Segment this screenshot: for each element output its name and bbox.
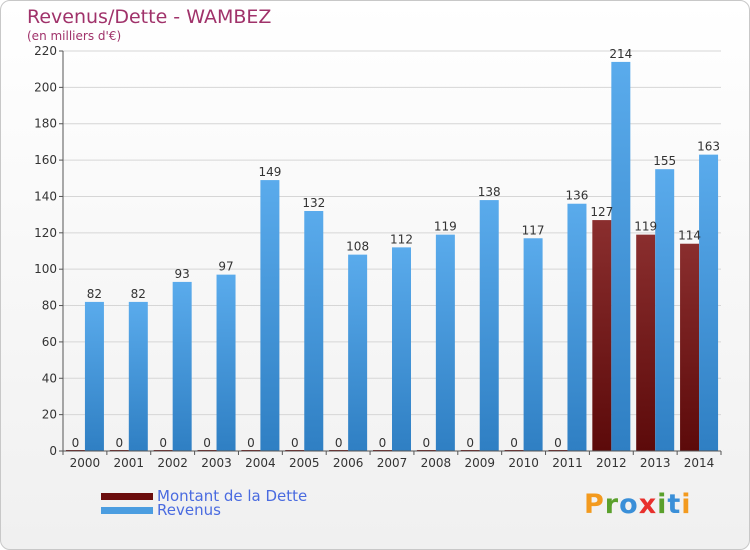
data-label-revenus: 117 [522,223,545,237]
data-label-revenus: 136 [566,189,589,203]
bar-revenus [699,154,719,452]
y-tick-label: 100 [34,262,57,276]
chart-title: Revenus/Dette - WAMBEZ [27,6,272,28]
data-label-revenus: 163 [697,140,720,154]
bar-revenus [435,234,455,451]
data-label-revenus: 155 [653,154,676,168]
x-tick-label: 2005 [289,456,320,470]
data-label-dette: 0 [423,436,431,450]
data-label-dette: 114 [678,229,701,243]
data-label-revenus: 132 [302,196,325,210]
x-tick-label: 2000 [70,456,101,470]
chart-subtitle: (en milliers d'€) [27,29,122,43]
bar-revenus [172,281,192,451]
data-label-dette: 0 [554,436,562,450]
data-label-revenus: 119 [434,220,457,234]
y-tick-label: 200 [34,80,57,94]
x-tick-label: 2004 [245,456,276,470]
legend-label-revenus: Revenus [157,501,221,519]
data-label-dette: 119 [634,220,657,234]
data-label-dette: 0 [291,436,299,450]
x-tick-label: 2007 [377,456,408,470]
bar-revenus [655,169,675,451]
bar-revenus [348,254,368,451]
data-label-revenus: 82 [131,287,146,301]
x-tick-label: 2014 [684,456,715,470]
x-tick-label: 2013 [640,456,671,470]
data-label-dette: 127 [590,205,613,219]
data-label-dette: 0 [379,436,387,450]
bar-revenus [523,238,543,451]
x-tick-label: 2008 [421,456,452,470]
y-tick-label: 60 [42,335,57,349]
data-label-dette: 0 [247,436,255,450]
data-label-revenus: 93 [175,267,190,281]
data-label-dette: 0 [510,436,518,450]
x-tick-label: 2011 [552,456,583,470]
bar-revenus [611,61,631,452]
data-label-dette: 0 [159,436,167,450]
legend-label-dette: Montant de la Dette [157,487,308,505]
data-label-dette: 0 [335,436,343,450]
data-label-revenus: 108 [346,240,369,254]
bar-revenus [84,301,104,451]
x-tick-label: 2009 [464,456,495,470]
logo-letter: x [638,489,658,520]
legend-swatch-dette [101,492,153,500]
bar-dette [636,234,656,451]
bar-revenus [304,211,324,451]
y-tick-label: 220 [34,44,57,58]
y-tick-label: 160 [34,153,57,167]
bar-revenus [260,180,280,451]
data-label-revenus: 214 [609,47,632,61]
bar-dette [680,243,700,451]
y-tick-label: 40 [42,371,57,385]
logo-letter: t [667,489,682,520]
x-tick-label: 2012 [596,456,627,470]
y-tick-label: 140 [34,189,57,203]
data-label-dette: 0 [203,436,211,450]
data-label-revenus: 97 [218,260,233,274]
logo-letter: o [619,489,639,520]
x-tick-label: 2003 [201,456,232,470]
proxiti-logo: Proxiti [584,489,692,520]
bar-revenus [216,274,236,451]
bar-dette [592,220,612,451]
data-label-dette: 0 [72,436,80,450]
x-tick-label: 2006 [333,456,364,470]
legend-swatch-revenus [101,506,153,514]
x-tick-label: 2010 [508,456,539,470]
bar-revenus [392,247,411,451]
data-label-revenus: 149 [258,165,281,179]
logo-letter: i [657,489,668,520]
y-tick-label: 80 [42,299,57,313]
data-label-revenus: 138 [478,185,501,199]
bar-revenus [479,200,499,451]
y-tick-label: 0 [49,444,57,458]
x-tick-label: 2002 [157,456,188,470]
bar-revenus [128,301,148,451]
x-tick-label: 2001 [114,456,145,470]
logo-letter: r [604,489,620,520]
data-label-revenus: 112 [390,232,413,246]
bar-revenus [567,203,587,451]
legend-item-dette: Montant de la Dette [101,487,307,505]
legend-item-revenus: Revenus [101,501,221,519]
data-label-dette: 0 [115,436,123,450]
y-tick-label: 20 [42,408,57,422]
y-tick-label: 120 [34,226,57,240]
logo-letter: P [584,489,605,520]
logo-letter: i [681,489,692,520]
data-label-revenus: 82 [87,287,102,301]
data-label-dette: 0 [466,436,474,450]
y-tick-label: 180 [34,117,57,131]
